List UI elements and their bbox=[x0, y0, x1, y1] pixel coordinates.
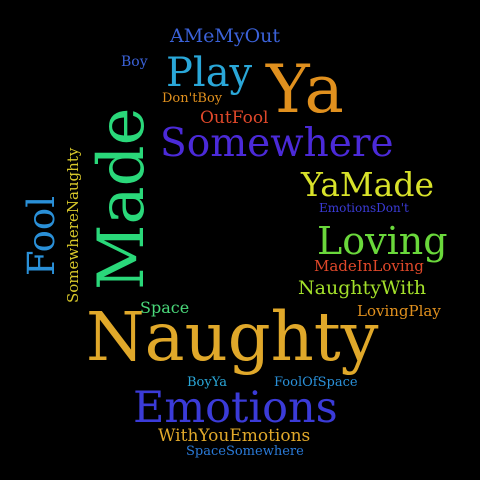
word-somewherenaughty: SomewhereNaughty bbox=[64, 147, 82, 303]
word-lovingplay: LovingPlay bbox=[357, 302, 441, 320]
word-ya: Ya bbox=[266, 51, 344, 128]
word-emotionsdont: EmotionsDon't bbox=[319, 201, 409, 215]
word-boy: Boy bbox=[121, 54, 148, 70]
word-yamade: YaMade bbox=[301, 165, 435, 204]
word-spacesomewhere: SpaceSomewhere bbox=[186, 444, 304, 459]
word-boyya: BoyYa bbox=[187, 375, 228, 390]
word-foolofspace: FoolOfSpace bbox=[274, 375, 358, 390]
word-play: Play bbox=[166, 50, 253, 96]
word-made: Made bbox=[85, 107, 159, 290]
word-dontboy: Don'tBoy bbox=[162, 91, 223, 106]
word-withyouemotions: WithYouEmotions bbox=[158, 426, 311, 446]
word-madeinloving: MadeInLoving bbox=[314, 257, 424, 275]
word-fool: Fool bbox=[20, 195, 63, 276]
word-amemyout: AMeMyOut bbox=[170, 25, 281, 47]
word-somewhere: Somewhere bbox=[160, 121, 394, 166]
word-emotions: Emotions bbox=[133, 383, 338, 433]
word-loving: Loving bbox=[317, 219, 448, 263]
word-naughty: Naughty bbox=[86, 298, 379, 376]
word-naughtywith: NaughtyWith bbox=[298, 277, 427, 299]
word-space: Space bbox=[140, 298, 190, 317]
word-outfool: OutFool bbox=[200, 108, 269, 128]
